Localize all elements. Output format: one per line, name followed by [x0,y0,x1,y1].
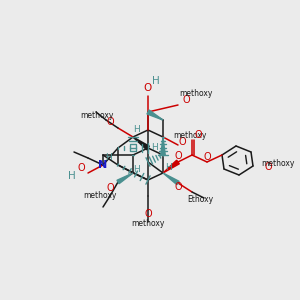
Text: O: O [144,209,152,219]
Polygon shape [163,160,179,173]
Text: O: O [77,163,85,173]
Text: methoxy: methoxy [83,191,117,200]
Polygon shape [133,137,149,150]
Text: O: O [182,95,190,105]
Text: H: H [152,143,158,152]
Text: O: O [174,182,182,192]
Text: O: O [178,137,186,147]
Polygon shape [163,173,179,185]
Text: methoxy: methoxy [179,89,213,98]
Text: methoxy: methoxy [131,218,165,227]
Text: methoxy: methoxy [80,110,114,119]
Text: H: H [165,164,171,172]
Text: O: O [174,151,182,161]
Text: O: O [106,117,114,127]
Text: H: H [152,76,160,86]
Polygon shape [161,137,165,155]
Polygon shape [117,173,133,184]
Text: Ethoxy: Ethoxy [187,196,213,205]
Text: H: H [105,154,111,163]
Text: methoxy: methoxy [173,130,207,140]
Text: N: N [98,160,108,170]
Text: O: O [144,83,152,93]
Text: methoxy: methoxy [261,158,295,167]
Text: H: H [68,171,76,181]
Text: O: O [106,183,114,193]
Polygon shape [147,110,163,120]
Text: O: O [194,130,202,140]
Text: H: H [134,166,140,175]
Text: O: O [264,162,272,172]
Text: H: H [134,125,140,134]
Text: O: O [203,152,211,162]
